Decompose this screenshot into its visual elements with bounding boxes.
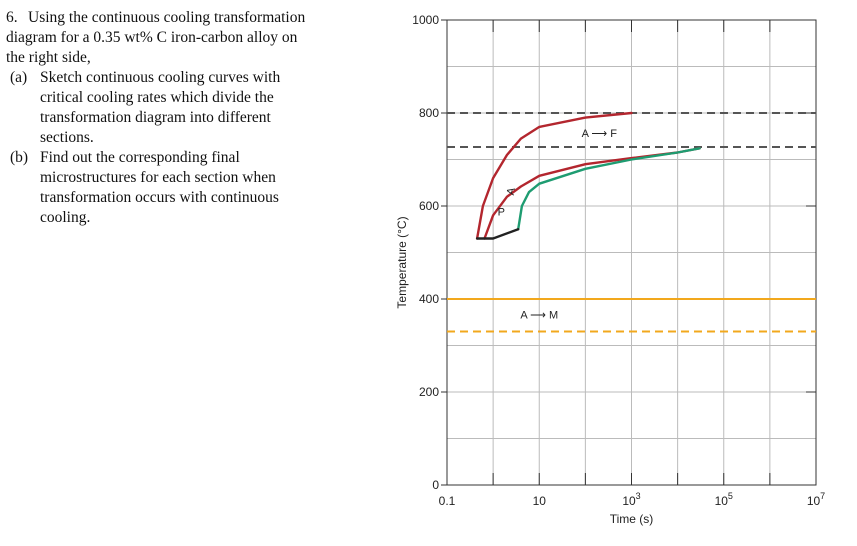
part-b-label: (b) [10,149,29,166]
annotation-label: A ⟶ M [520,310,558,322]
x-tick-label: 103 [622,491,640,508]
question-intro-line-1: 6. Using the continuous cooling transform… [6,9,306,26]
y-tick-label: 1000 [412,13,439,27]
y-tick-label: 600 [419,199,439,213]
x-tick-label: 105 [715,491,733,508]
x-tick-label: 0.1 [439,494,456,508]
question-intro-line-2: diagram for a 0.35 wt% C iron-carbon all… [6,29,298,46]
curve-transformation-start [475,111,633,240]
annotation-label: A [505,186,518,196]
x-axis-title: Time (s) [610,512,654,526]
part-b-line: microstructures for each section when [40,169,276,186]
annotation-label: A ⟶ F [582,128,618,140]
curve-bainite-start [475,228,520,240]
part-b-line: transformation occurs with continuous [40,189,279,206]
x-tick-label: 107 [807,491,825,508]
y-axis-title: Temperature (°C) [395,216,409,308]
part-b-line: Find out the corresponding final [40,149,240,166]
y-tick-label: 800 [419,106,439,120]
part-a-line: critical cooling rates which divide the [40,89,274,106]
y-tick-label: 400 [419,292,439,306]
question-part-a: (a) Sketch continuous cooling curves wit… [6,68,386,148]
x-tick-label: 10 [533,494,547,508]
y-tick-label: 200 [419,385,439,399]
y-tick-label: 0 [432,478,439,492]
question-text: 6. Using the continuous cooling transform… [6,8,386,228]
annotation-label: P [498,206,505,218]
question-number: 6. [6,9,18,26]
part-a-line: Sketch continuous cooling curves with [40,69,281,86]
question-intro-line-3: the right side, [6,49,91,66]
question-part-b: (b) Find out the corresponding final mic… [6,148,386,228]
part-b-line: cooling. [40,209,91,226]
part-a-label: (a) [10,69,28,86]
part-a-line: sections. [40,129,94,146]
part-a-line: transformation diagram into different [40,109,271,126]
curve-transformation-finish [517,147,701,231]
